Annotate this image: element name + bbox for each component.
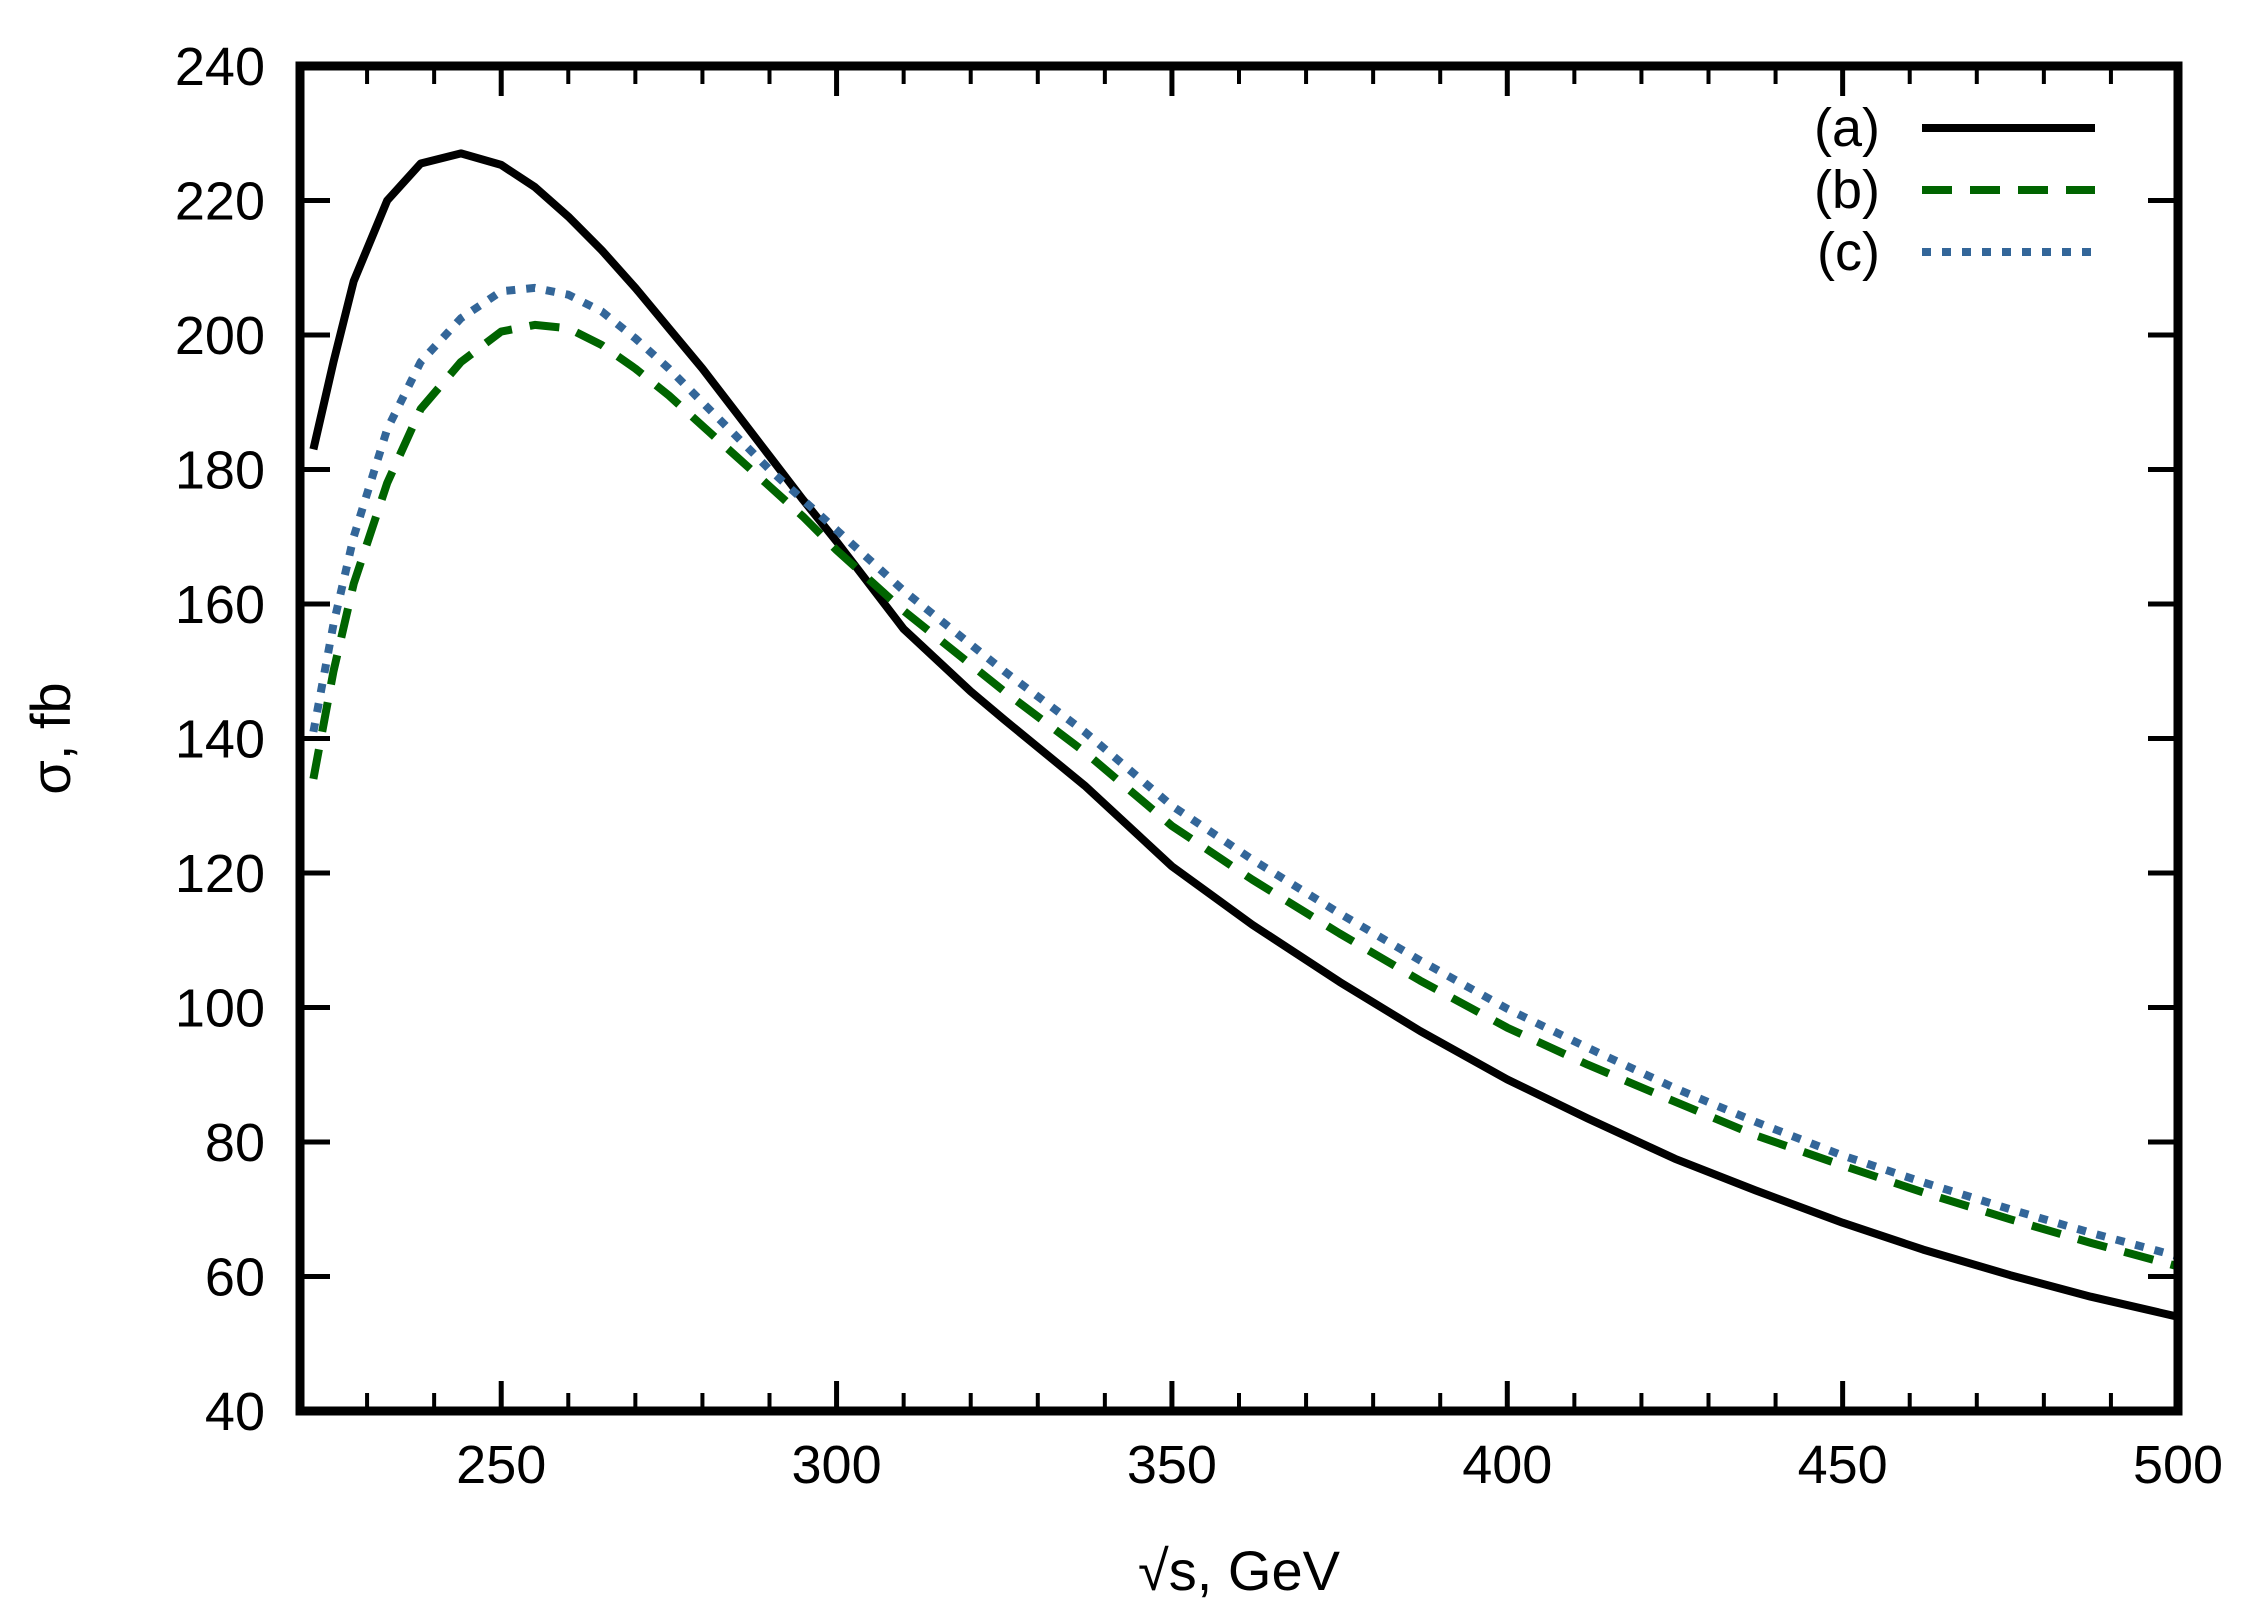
legend-label: (b)	[1814, 160, 1880, 220]
x-axis-title: √s, GeV	[1138, 1539, 1341, 1602]
y-tick-label: 120	[175, 844, 265, 904]
x-tick-label: 250	[456, 1435, 546, 1495]
tick-labels: 250 300 350 400 450 500 40 60 80 100 120 140 160 180 2…	[175, 37, 2223, 1495]
series-line-a	[309, 149, 2179, 1321]
series-layer	[309, 149, 2180, 1321]
y-tick-label: 100	[175, 979, 265, 1039]
legend: (a)(b)(c)	[1814, 98, 2095, 282]
series-line-c	[309, 283, 2180, 1261]
y-tick-label: 80	[205, 1113, 265, 1173]
y-tick-label: 60	[205, 1248, 265, 1308]
x-tick-label: 450	[1798, 1435, 1888, 1495]
legend-label: (c)	[1817, 222, 1880, 282]
y-tick-label: 220	[175, 172, 265, 232]
axis-ticks	[300, 63, 2181, 1414]
legend-label: (a)	[1814, 98, 1880, 158]
y-tick-label: 180	[175, 441, 265, 501]
y-tick-label: 40	[205, 1382, 265, 1442]
x-tick-label: 300	[792, 1435, 882, 1495]
x-tick-label: 500	[2133, 1435, 2223, 1495]
series-line-b	[309, 320, 2180, 1271]
x-tick-label: 400	[1462, 1435, 1552, 1495]
y-tick-label: 160	[175, 575, 265, 635]
y-tick-label: 240	[175, 37, 265, 97]
y-tick-label: 200	[175, 306, 265, 366]
x-tick-label: 350	[1127, 1435, 1217, 1495]
y-tick-label: 140	[175, 710, 265, 770]
plot-frame	[295, 61, 2183, 1416]
y-axis-title: σ, fb	[19, 682, 82, 794]
